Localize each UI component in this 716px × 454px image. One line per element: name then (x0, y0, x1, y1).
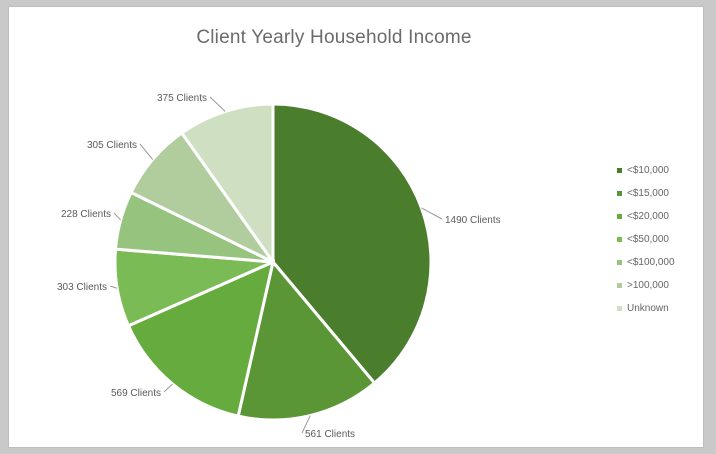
data-label: 305 Clients (87, 140, 137, 151)
callout-leader (139, 143, 154, 160)
chart-legend: <$10,000 <$15,000 <$20,000 <$50,000 <$100,00… (617, 159, 675, 320)
legend-label: <$100,000 (627, 257, 675, 268)
callout-leader (163, 383, 173, 393)
chart-frame: Client Yearly Household Income 1490 Clie… (8, 6, 704, 448)
data-label: 228 Clients (61, 209, 111, 220)
legend-entry: <$100,000 (617, 251, 675, 274)
pie-chart: 1490 Clients 561 Clients 569 Clients 303 Cl… (57, 93, 501, 440)
legend-swatch (617, 305, 622, 311)
legend-label: <$20,000 (627, 211, 669, 222)
callout-leader (113, 212, 122, 221)
legend-swatch (617, 190, 622, 196)
legend-swatch (617, 167, 622, 173)
legend-entry: <$50,000 (617, 228, 675, 251)
callout-leader (421, 207, 443, 220)
legend-entry: <$15,000 (617, 182, 675, 205)
legend-label: <$15,000 (627, 188, 669, 199)
legend-swatch (617, 236, 622, 242)
legend-label: <$50,000 (627, 234, 669, 245)
pie-slice (126, 259, 276, 418)
legend-label: Unknown (627, 303, 669, 314)
callout-leader (301, 415, 311, 434)
pie-slice (271, 102, 433, 386)
data-label: 303 Clients (57, 282, 107, 293)
legend-swatch (617, 213, 622, 219)
pie-slice (236, 258, 377, 422)
data-label: 375 Clients (157, 93, 207, 104)
legend-entry: <$10,000 (617, 159, 675, 182)
legend-entry: >100,000 (617, 274, 675, 297)
legend-swatch (617, 282, 622, 288)
data-label: 561 Clients (305, 429, 355, 440)
legend-entry: <$20,000 (617, 205, 675, 228)
data-label: 569 Clients (111, 388, 161, 399)
legend-entry: Unknown (617, 297, 675, 320)
legend-label: <$10,000 (627, 165, 669, 176)
callout-leader (209, 96, 226, 112)
chart-title: Client Yearly Household Income (196, 27, 472, 48)
legend-swatch (617, 259, 622, 265)
legend-label: >100,000 (627, 280, 669, 291)
data-label: 1490 Clients (445, 215, 501, 226)
callout-leader (109, 285, 118, 289)
